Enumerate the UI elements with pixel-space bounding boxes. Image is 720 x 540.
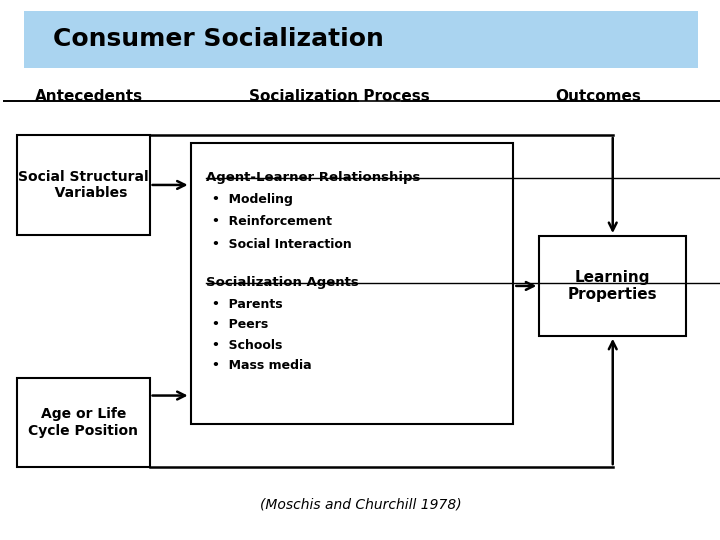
FancyBboxPatch shape <box>17 135 150 235</box>
Text: Social Structural
   Variables: Social Structural Variables <box>18 170 148 200</box>
Text: Socialization Process: Socialization Process <box>249 89 430 104</box>
Text: (Moschis and Churchill 1978): (Moschis and Churchill 1978) <box>261 498 462 512</box>
FancyBboxPatch shape <box>539 236 686 336</box>
Text: Outcomes: Outcomes <box>555 89 641 104</box>
Text: •  Reinforcement: • Reinforcement <box>212 215 332 228</box>
Text: •  Peers: • Peers <box>212 318 269 331</box>
Text: Agent-Learner Relationships: Agent-Learner Relationships <box>207 171 420 184</box>
Text: •  Modeling: • Modeling <box>212 193 293 206</box>
Text: •  Social Interaction: • Social Interaction <box>212 238 352 251</box>
Text: •  Mass media: • Mass media <box>212 359 312 372</box>
Text: Age or Life
Cycle Position: Age or Life Cycle Position <box>28 408 138 437</box>
FancyBboxPatch shape <box>191 143 513 424</box>
Text: Learning
Properties: Learning Properties <box>568 269 657 302</box>
Text: Socialization Agents: Socialization Agents <box>207 276 359 289</box>
Text: Consumer Socialization: Consumer Socialization <box>53 27 384 51</box>
FancyBboxPatch shape <box>17 378 150 467</box>
Text: Antecedents: Antecedents <box>35 89 143 104</box>
Text: •  Parents: • Parents <box>212 298 283 310</box>
Text: •  Schools: • Schools <box>212 339 282 352</box>
FancyBboxPatch shape <box>24 11 698 68</box>
